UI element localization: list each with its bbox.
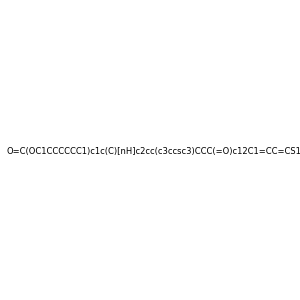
Text: O=C(OC1CCCCCC1)c1c(C)[nH]c2cc(c3ccsc3)CCC(=O)c12C1=CC=CS1: O=C(OC1CCCCCC1)c1c(C)[nH]c2cc(c3ccsc3)CC… <box>6 147 300 156</box>
